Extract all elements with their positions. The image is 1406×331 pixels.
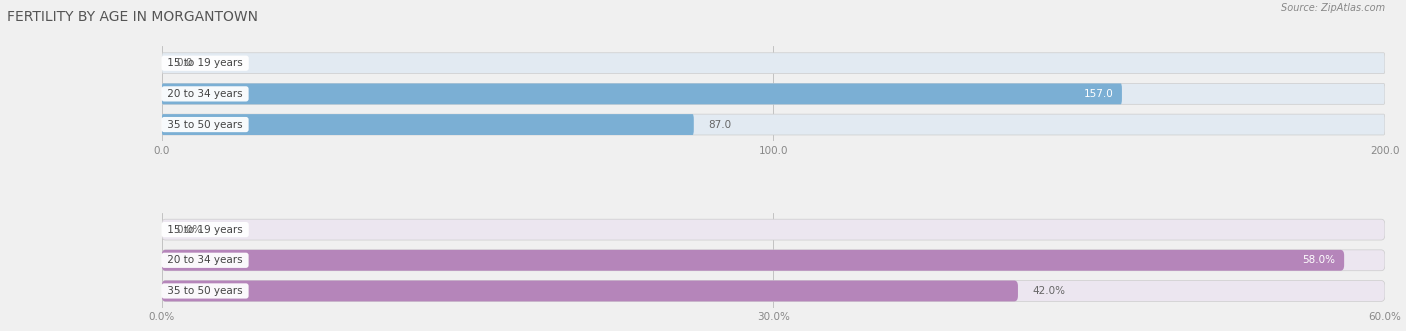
FancyBboxPatch shape <box>162 250 1344 271</box>
Text: 87.0: 87.0 <box>709 119 731 129</box>
Text: 35 to 50 years: 35 to 50 years <box>165 119 246 129</box>
Text: FERTILITY BY AGE IN MORGANTOWN: FERTILITY BY AGE IN MORGANTOWN <box>7 10 259 24</box>
FancyBboxPatch shape <box>162 219 1385 240</box>
FancyBboxPatch shape <box>162 114 1385 135</box>
Text: 0.0: 0.0 <box>176 58 193 68</box>
FancyBboxPatch shape <box>162 114 693 135</box>
FancyBboxPatch shape <box>162 53 1385 73</box>
FancyBboxPatch shape <box>162 281 1385 302</box>
FancyBboxPatch shape <box>162 83 1385 104</box>
Text: 157.0: 157.0 <box>1084 89 1114 99</box>
Text: 42.0%: 42.0% <box>1032 286 1066 296</box>
Text: 15 to 19 years: 15 to 19 years <box>165 58 246 68</box>
Text: 15 to 19 years: 15 to 19 years <box>165 225 246 235</box>
Text: 35 to 50 years: 35 to 50 years <box>165 286 246 296</box>
FancyBboxPatch shape <box>162 83 1122 104</box>
FancyBboxPatch shape <box>162 250 1385 271</box>
Text: 0.0%: 0.0% <box>176 225 202 235</box>
FancyBboxPatch shape <box>162 281 1018 302</box>
Text: 20 to 34 years: 20 to 34 years <box>165 89 246 99</box>
Text: 58.0%: 58.0% <box>1302 255 1336 265</box>
Text: 20 to 34 years: 20 to 34 years <box>165 255 246 265</box>
Text: Source: ZipAtlas.com: Source: ZipAtlas.com <box>1281 3 1385 13</box>
